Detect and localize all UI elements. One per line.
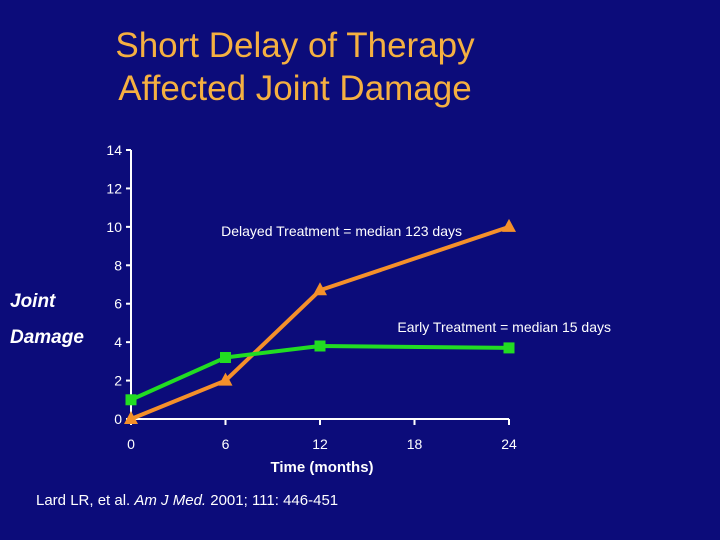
x-tick-label: 18 bbox=[407, 436, 423, 452]
slide-title: Short Delay of Therapy Affected Joint Da… bbox=[0, 24, 590, 110]
x-axis-label: Time (months) bbox=[270, 459, 373, 476]
citation: Lard LR, et al. Am J Med. 2001; 111: 446… bbox=[36, 492, 338, 509]
y-axis-label-line-1: Joint bbox=[10, 291, 56, 312]
citation-authors: Lard LR, et al. bbox=[36, 492, 131, 509]
chart-labels: Time (months) Delayed Treatment = median … bbox=[221, 223, 611, 476]
y-tick-label: 10 bbox=[106, 219, 122, 235]
series-line-2 bbox=[130, 343, 510, 402]
citation-journal: Am J Med. bbox=[134, 492, 207, 509]
y-tick-label: 2 bbox=[114, 373, 122, 389]
y-axis-label: Joint Damage bbox=[10, 284, 84, 356]
y-tick-label: 12 bbox=[106, 180, 122, 196]
x-tick-label: 24 bbox=[501, 436, 517, 452]
citation-details: 2001; 111: 446-451 bbox=[210, 492, 339, 509]
data-point-triangle bbox=[502, 218, 516, 232]
y-tick-label: 0 bbox=[114, 411, 122, 427]
x-tick-label: 6 bbox=[222, 436, 230, 452]
series-line-1 bbox=[130, 224, 510, 421]
data-point-triangle bbox=[124, 411, 138, 424]
data-point-square bbox=[125, 394, 137, 406]
chart-series bbox=[124, 218, 516, 424]
y-tick-label: 6 bbox=[114, 296, 122, 312]
data-point-square bbox=[503, 342, 515, 354]
data-point-triangle bbox=[218, 372, 233, 386]
x-tick-label: 12 bbox=[312, 436, 328, 452]
series-label-2: Early Treatment = median 15 days bbox=[397, 319, 611, 335]
x-tick-label: 0 bbox=[127, 436, 135, 452]
y-tick-label: 8 bbox=[114, 257, 122, 273]
y-tick-label: 14 bbox=[106, 142, 122, 158]
data-point-square bbox=[220, 352, 231, 364]
series-label-1: Delayed Treatment = median 123 days bbox=[221, 223, 462, 239]
y-tick-label: 4 bbox=[114, 334, 122, 350]
data-point-square bbox=[314, 340, 326, 352]
data-point-triangle bbox=[313, 282, 327, 296]
title-line-2: Affected Joint Damage bbox=[118, 69, 472, 108]
title-line-1: Short Delay of Therapy bbox=[115, 26, 475, 65]
y-axis-label-line-2: Damage bbox=[10, 327, 84, 348]
